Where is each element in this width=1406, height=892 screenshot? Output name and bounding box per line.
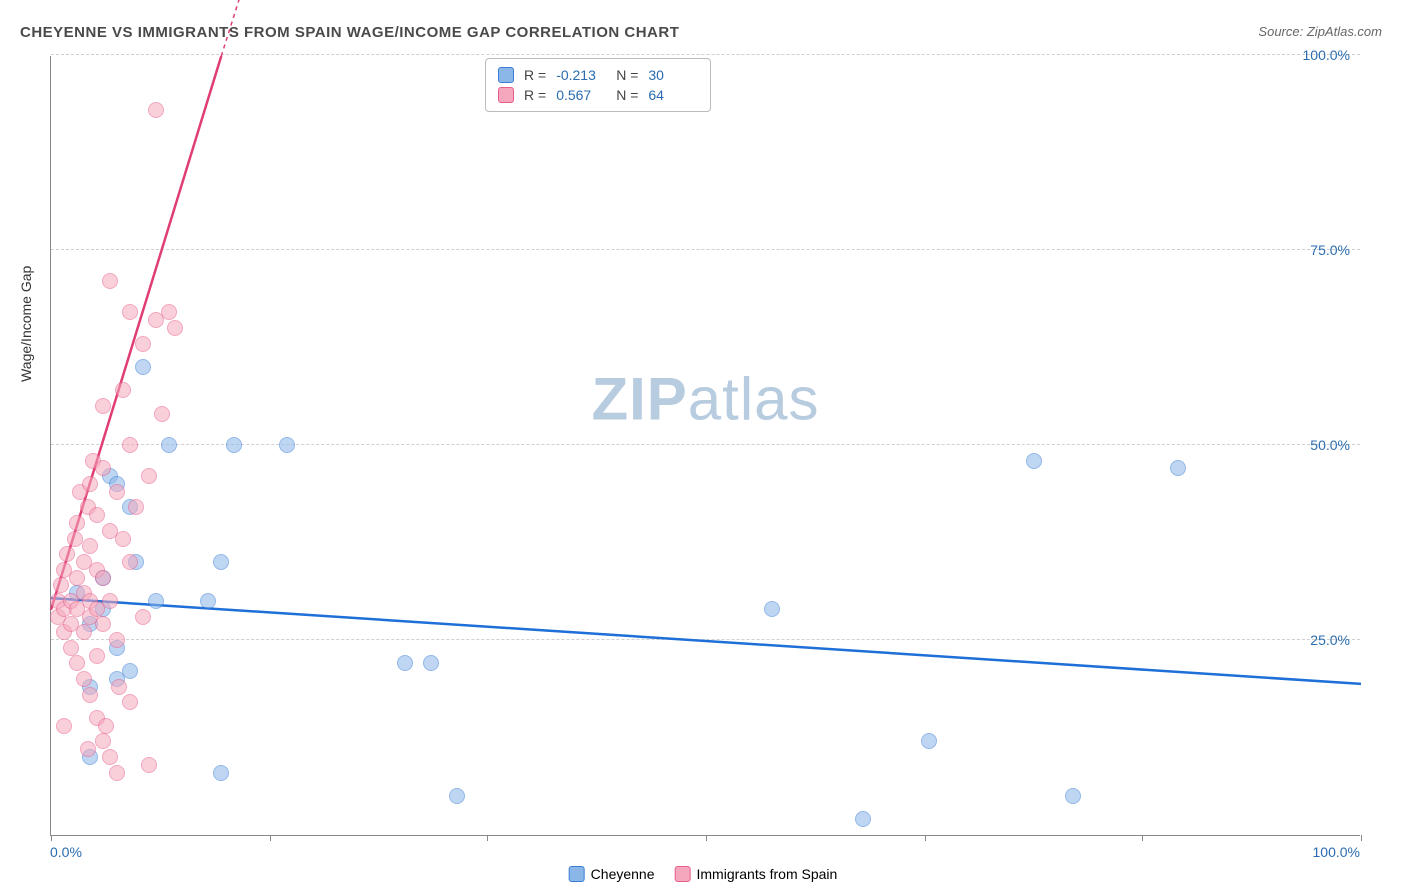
scatter-point xyxy=(122,437,138,453)
scatter-point xyxy=(115,531,131,547)
scatter-point xyxy=(102,273,118,289)
legend-r-value: -0.213 xyxy=(556,67,606,83)
chart-title: CHEYENNE VS IMMIGRANTS FROM SPAIN WAGE/I… xyxy=(20,24,679,41)
scatter-point xyxy=(109,765,125,781)
scatter-point xyxy=(122,663,138,679)
scatter-point xyxy=(67,531,83,547)
scatter-point xyxy=(135,609,151,625)
scatter-point xyxy=(128,499,144,515)
legend-r-label: R = xyxy=(524,67,546,83)
scatter-point xyxy=(89,648,105,664)
plot-area: ZIPatlas 25.0%50.0%75.0%100.0% xyxy=(50,56,1360,836)
scatter-point xyxy=(148,102,164,118)
scatter-point xyxy=(63,640,79,656)
scatter-point xyxy=(82,538,98,554)
scatter-point xyxy=(397,655,413,671)
legend-n-value: 64 xyxy=(648,87,698,103)
scatter-point xyxy=(764,601,780,617)
scatter-point xyxy=(200,593,216,609)
legend-swatch xyxy=(569,866,585,882)
legend-swatch xyxy=(498,87,514,103)
scatter-point xyxy=(279,437,295,453)
y-axis-label: Wage/Income Gap xyxy=(18,266,34,382)
scatter-point xyxy=(109,484,125,500)
scatter-point xyxy=(82,687,98,703)
scatter-point xyxy=(76,671,92,687)
trendline xyxy=(51,598,1361,684)
scatter-point xyxy=(1026,453,1042,469)
scatter-point xyxy=(122,694,138,710)
legend-r-value: 0.567 xyxy=(556,87,606,103)
xtick-mark xyxy=(1361,835,1362,841)
scatter-point xyxy=(59,546,75,562)
legend-swatch xyxy=(498,67,514,83)
source-name: ZipAtlas.com xyxy=(1307,24,1382,39)
scatter-point xyxy=(69,515,85,531)
scatter-point xyxy=(141,757,157,773)
scatter-point xyxy=(213,554,229,570)
scatter-point xyxy=(135,359,151,375)
source-label: Source: xyxy=(1258,24,1303,39)
scatter-point xyxy=(115,382,131,398)
scatter-point xyxy=(167,320,183,336)
scatter-point xyxy=(449,788,465,804)
legend-stats-row: R = -0.213 N = 30 xyxy=(498,65,698,85)
legend-item: Immigrants from Spain xyxy=(675,866,838,882)
legend-item: Cheyenne xyxy=(569,866,655,882)
scatter-point xyxy=(53,577,69,593)
scatter-point xyxy=(141,468,157,484)
scatter-point xyxy=(95,460,111,476)
scatter-point xyxy=(161,437,177,453)
scatter-point xyxy=(921,733,937,749)
legend-label: Immigrants from Spain xyxy=(697,866,838,882)
legend-label: Cheyenne xyxy=(591,866,655,882)
scatter-point xyxy=(69,655,85,671)
scatter-point xyxy=(161,304,177,320)
scatter-point xyxy=(95,570,111,586)
scatter-point xyxy=(82,476,98,492)
scatter-point xyxy=(80,741,96,757)
scatter-point xyxy=(135,336,151,352)
scatter-point xyxy=(423,655,439,671)
scatter-point xyxy=(122,304,138,320)
scatter-point xyxy=(69,570,85,586)
scatter-point xyxy=(89,507,105,523)
scatter-point xyxy=(111,679,127,695)
scatter-point xyxy=(1065,788,1081,804)
scatter-point xyxy=(226,437,242,453)
legend-n-label: N = xyxy=(616,67,638,83)
legend-r-label: R = xyxy=(524,87,546,103)
scatter-point xyxy=(102,749,118,765)
scatter-point xyxy=(56,718,72,734)
legend-n-value: 30 xyxy=(648,67,698,83)
trendline-layer xyxy=(51,56,1361,836)
gridline-horizontal xyxy=(51,54,1360,55)
legend-n-label: N = xyxy=(616,87,638,103)
scatter-point xyxy=(154,406,170,422)
scatter-point xyxy=(109,632,125,648)
legend-swatch xyxy=(675,866,691,882)
scatter-point xyxy=(102,593,118,609)
legend-stats-box: R = -0.213 N = 30 R = 0.567 N = 64 xyxy=(485,58,711,112)
legend-stats-row: R = 0.567 N = 64 xyxy=(498,85,698,105)
source-attribution: Source: ZipAtlas.com xyxy=(1258,24,1382,39)
scatter-point xyxy=(213,765,229,781)
scatter-point xyxy=(148,593,164,609)
scatter-point xyxy=(1170,460,1186,476)
xtick-label: 0.0% xyxy=(50,844,82,860)
scatter-point xyxy=(98,718,114,734)
scatter-point xyxy=(122,554,138,570)
xtick-label: 100.0% xyxy=(1313,844,1360,860)
legend-bottom: Cheyenne Immigrants from Spain xyxy=(569,866,838,882)
scatter-point xyxy=(95,616,111,632)
scatter-point xyxy=(855,811,871,827)
scatter-point xyxy=(95,398,111,414)
scatter-point xyxy=(76,624,92,640)
chart-container: CHEYENNE VS IMMIGRANTS FROM SPAIN WAGE/I… xyxy=(0,0,1406,892)
scatter-point xyxy=(95,733,111,749)
